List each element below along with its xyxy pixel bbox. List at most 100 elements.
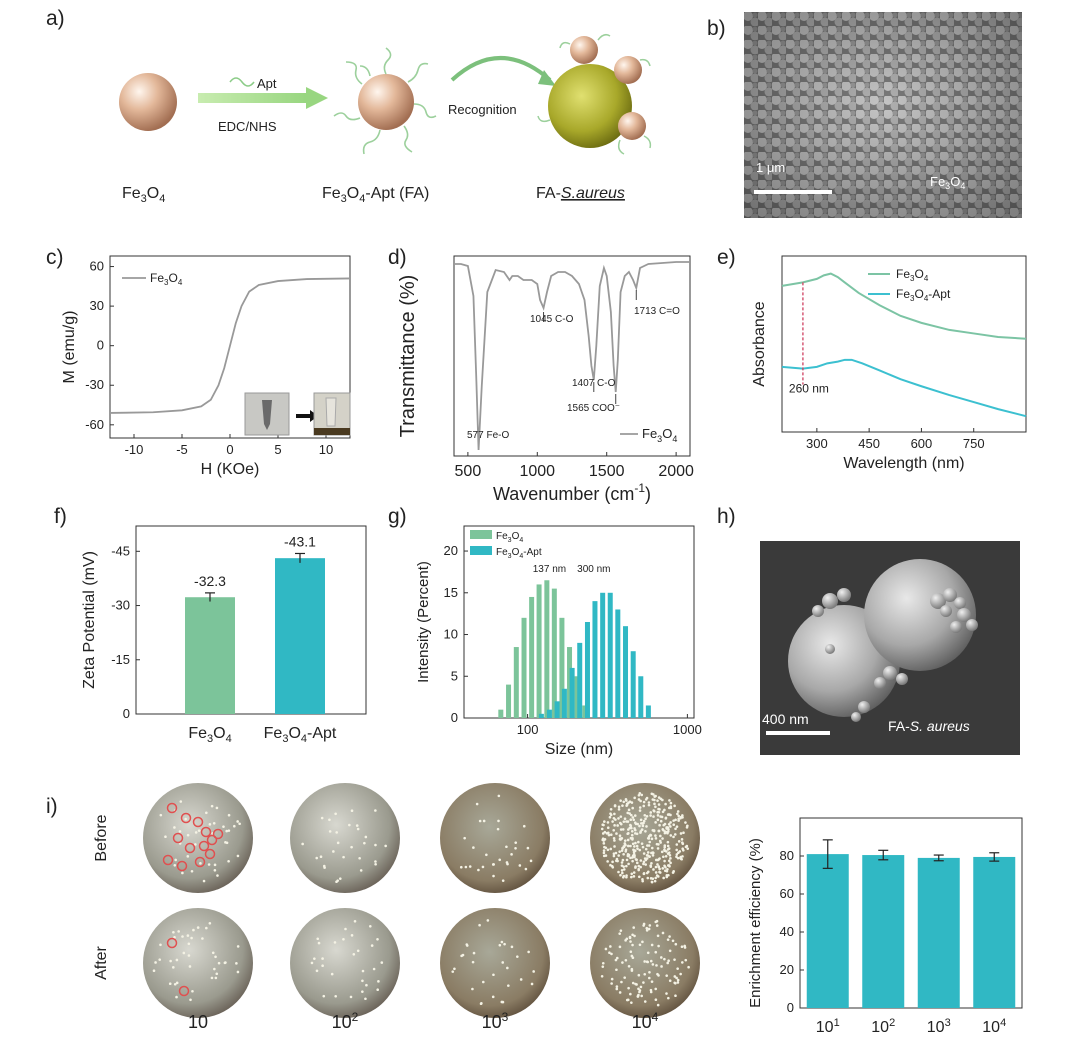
fe3o4-particle <box>119 73 177 131</box>
x-tick-label: 300 <box>806 436 828 451</box>
colony-dot <box>685 826 689 829</box>
colony-dot <box>654 871 658 874</box>
colony-dot <box>622 820 626 823</box>
colony-dot <box>642 862 645 866</box>
colony-group <box>459 794 533 882</box>
colony-dot <box>610 952 613 956</box>
colony-dot <box>663 808 666 812</box>
colony-dot <box>673 804 676 808</box>
colony-dot <box>216 874 219 877</box>
colony-dot <box>674 818 677 822</box>
colony-dot <box>602 842 606 845</box>
colony-dot <box>645 960 649 964</box>
colony-dot <box>608 951 611 955</box>
colony-dot <box>603 845 606 849</box>
row-label: Before <box>93 814 110 861</box>
data-label: -32.3 <box>194 573 226 589</box>
colony-dot <box>650 980 654 983</box>
colony-dot <box>225 829 228 833</box>
colony-dot <box>320 816 324 820</box>
size-bar <box>567 647 573 718</box>
colony-dot <box>630 967 634 971</box>
colony-dot <box>645 854 649 857</box>
colony-dot <box>661 867 665 870</box>
colony-dot <box>610 977 614 981</box>
colony-dot <box>516 955 519 958</box>
colony-group <box>152 921 240 1002</box>
colony-dot <box>631 842 635 846</box>
colony-dot <box>501 879 505 882</box>
legend-label: Fe3O4 <box>150 271 183 287</box>
colony-dot <box>342 855 345 859</box>
colony-dot <box>667 864 671 867</box>
colony-dot <box>604 947 608 951</box>
colony-dot <box>637 840 640 844</box>
colony-dot <box>684 821 687 824</box>
colony-dot <box>177 930 180 933</box>
y-tick-label: 40 <box>780 924 794 939</box>
colony-dot <box>648 970 651 974</box>
colony-dot <box>679 832 683 835</box>
colony-dot <box>606 848 610 852</box>
colony-dot <box>612 852 616 855</box>
colony-dot <box>656 863 659 866</box>
colony-dot <box>603 838 607 841</box>
colony-dot <box>199 862 202 865</box>
colony-dot <box>645 871 649 875</box>
colony-dot <box>606 821 610 824</box>
colony-dot <box>453 967 456 971</box>
colony-dot <box>640 994 643 998</box>
colony-dot <box>190 936 193 940</box>
colony-highlight <box>166 802 178 814</box>
size-bar <box>630 651 636 718</box>
size-bar <box>551 588 557 718</box>
colony-dot <box>629 823 632 827</box>
colony-highlight <box>162 854 174 866</box>
size-bar <box>623 626 629 718</box>
colony-dot <box>676 812 679 816</box>
agar-plate <box>290 908 400 1018</box>
colony-dot <box>529 859 533 863</box>
x-tick-label: 1000 <box>673 722 702 737</box>
colony-dot <box>658 839 662 843</box>
y-tick-label: 10 <box>444 627 458 642</box>
colony-dot <box>372 967 376 971</box>
colony-dot <box>654 858 658 862</box>
colony-dot <box>654 821 657 824</box>
colony-highlight <box>192 816 204 828</box>
colony-dot <box>644 817 647 820</box>
colony-dot <box>654 987 658 991</box>
colony-dot <box>527 950 530 954</box>
y-tick-label: 60 <box>90 259 104 274</box>
colony-dot <box>674 994 677 998</box>
colony-dot <box>654 837 658 840</box>
colony-dot <box>669 834 673 837</box>
agar-plate <box>590 783 700 893</box>
colony-dot <box>659 834 662 838</box>
colony-dot <box>639 859 643 862</box>
colony-dot <box>342 938 345 941</box>
colony-dot <box>668 854 672 857</box>
colony-dot <box>649 959 653 963</box>
colony-dot <box>684 958 688 962</box>
colony-dot <box>634 866 637 869</box>
colony-dot <box>637 875 641 879</box>
colony-dot <box>481 980 485 984</box>
size-bar <box>554 701 560 718</box>
colony-dot <box>656 847 660 850</box>
colony-dot <box>629 818 633 822</box>
panel-label-b: b) <box>707 17 726 40</box>
legend-label: Fe3O4-Apt <box>496 547 542 560</box>
colony-dot <box>668 799 671 802</box>
colony-dot <box>618 932 622 935</box>
agar-plate <box>440 908 550 1018</box>
colony-dot <box>631 859 634 863</box>
agar-plate <box>590 908 700 1018</box>
y-tick-label: 0 <box>787 1000 794 1015</box>
colony-dot <box>657 974 660 977</box>
recognition-arrow <box>450 56 552 82</box>
colony-dot <box>669 857 672 860</box>
y-tick-label: 5 <box>451 668 458 683</box>
colony-dot <box>236 970 240 974</box>
colony-dot <box>623 817 627 821</box>
